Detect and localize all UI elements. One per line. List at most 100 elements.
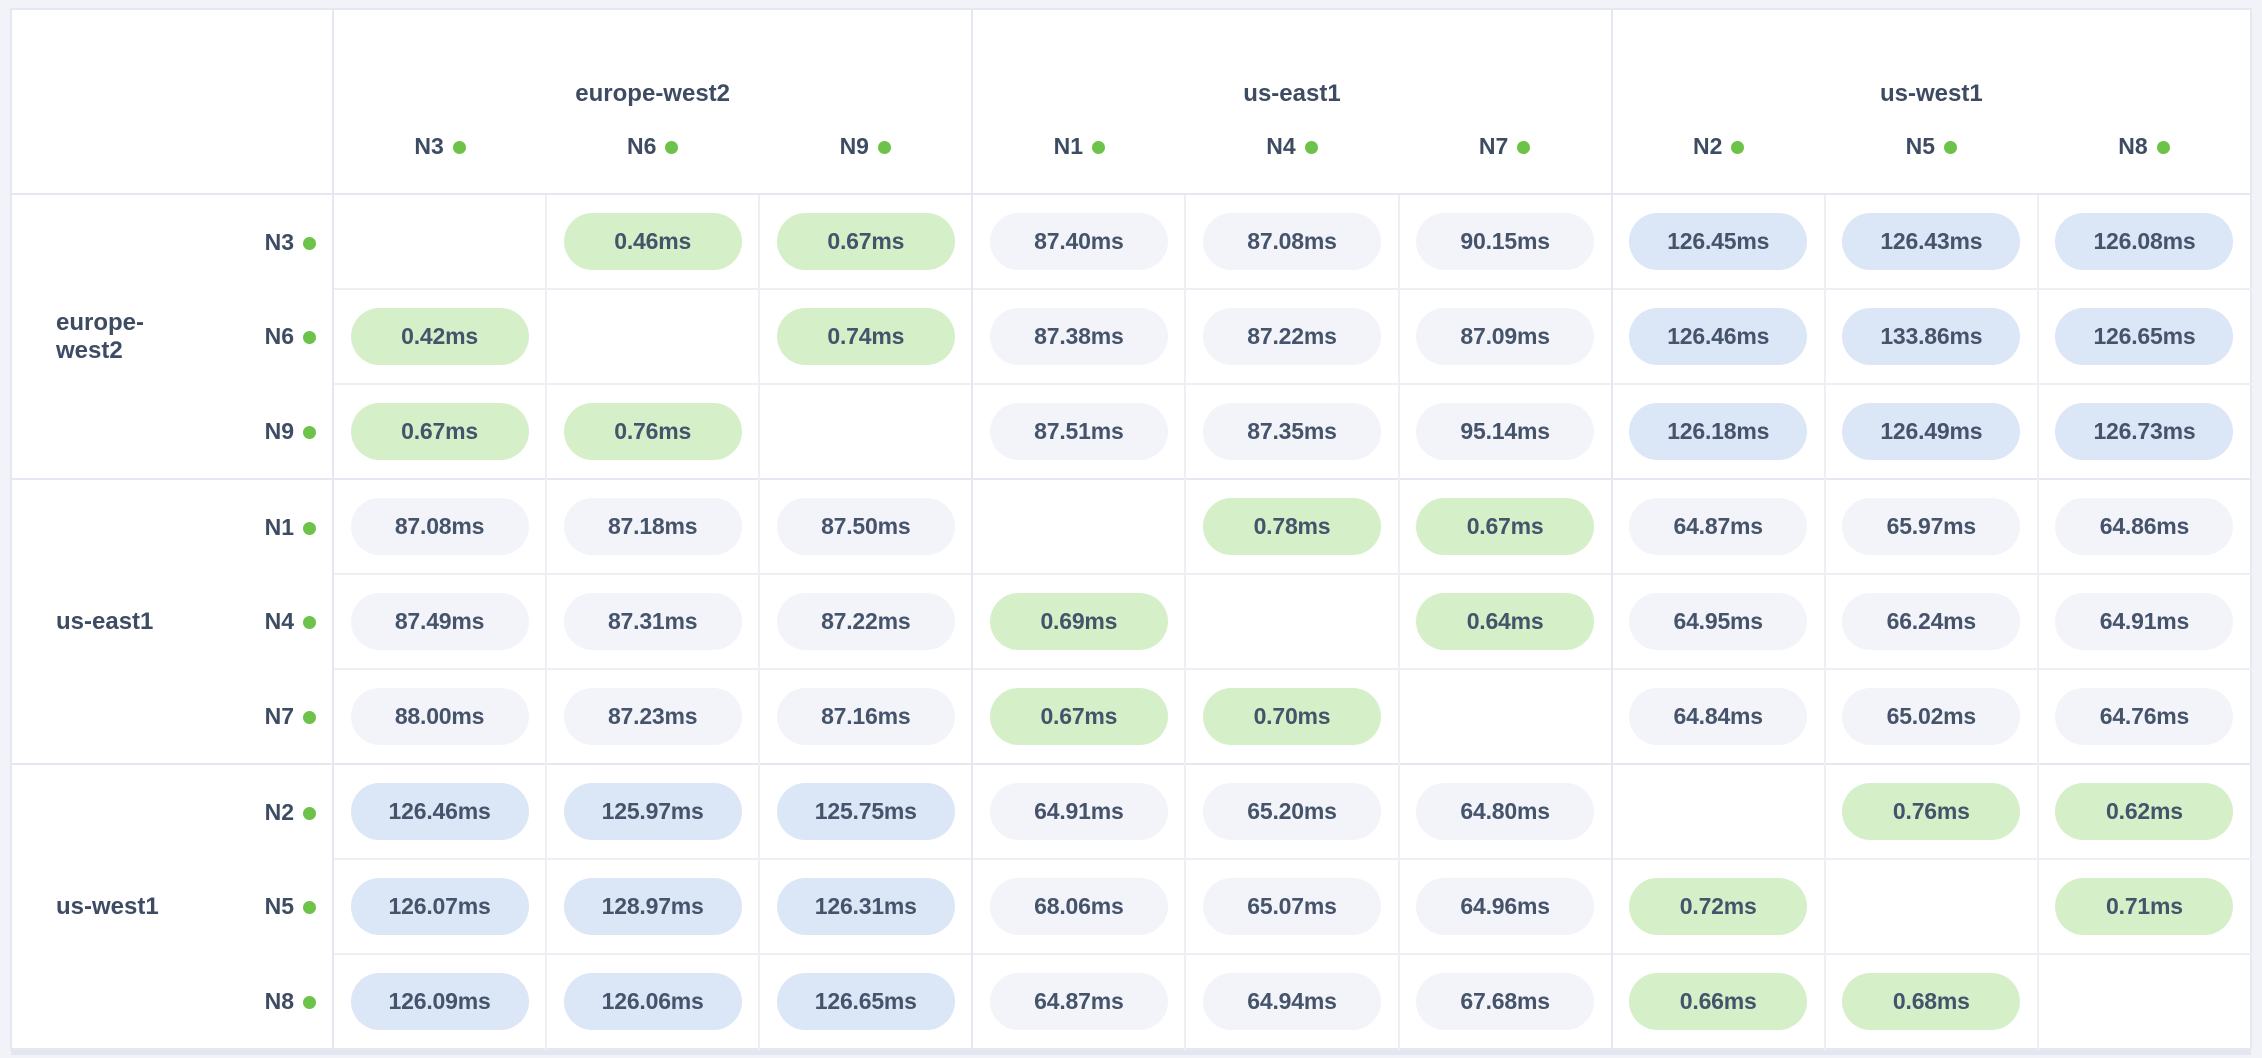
latency-value-pill[interactable]: 64.87ms	[1629, 498, 1808, 555]
latency-value-pill[interactable]: 133.86ms	[1842, 308, 2021, 365]
latency-value-pill[interactable]: 64.80ms	[1416, 783, 1595, 840]
latency-value-pill[interactable]: 64.76ms	[2055, 688, 2234, 745]
latency-cell[interactable]: 64.76ms	[2036, 668, 2251, 764]
latency-value-pill[interactable]: 126.08ms	[2055, 213, 2234, 270]
latency-cell[interactable]: 87.08ms	[1184, 194, 1399, 289]
latency-cell[interactable]: 0.42ms	[331, 288, 547, 384]
latency-value-pill[interactable]: 64.91ms	[989, 783, 1168, 840]
latency-cell[interactable]: 65.20ms	[1184, 763, 1399, 859]
latency-value-pill[interactable]: 0.76ms	[1842, 783, 2021, 840]
latency-value-pill[interactable]: 87.08ms	[350, 498, 529, 555]
latency-value-pill[interactable]: 87.51ms	[989, 403, 1168, 460]
latency-cell[interactable]: 87.31ms	[545, 573, 760, 669]
latency-cell[interactable]: 64.87ms	[1610, 478, 1825, 574]
latency-value-pill[interactable]: 126.65ms	[2055, 308, 2234, 365]
latency-value-pill[interactable]: 87.31ms	[563, 593, 742, 650]
latency-cell[interactable]: 126.06ms	[545, 953, 760, 1049]
latency-cell[interactable]: 68.06ms	[971, 858, 1186, 954]
latency-cell[interactable]: 64.94ms	[1184, 953, 1399, 1049]
latency-cell[interactable]: 64.95ms	[1610, 573, 1825, 669]
latency-value-pill[interactable]: 128.97ms	[563, 878, 742, 935]
latency-cell[interactable]: 126.31ms	[758, 858, 973, 954]
latency-value-pill[interactable]: 126.73ms	[2055, 403, 2234, 460]
latency-cell[interactable]: 126.46ms	[331, 763, 547, 859]
latency-cell[interactable]: 126.49ms	[1823, 383, 2038, 479]
latency-cell[interactable]: 126.18ms	[1610, 383, 1825, 479]
latency-value-pill[interactable]: 126.45ms	[1629, 213, 1808, 270]
latency-cell[interactable]: 0.76ms	[545, 383, 760, 479]
latency-cell[interactable]: 0.71ms	[2036, 858, 2251, 954]
latency-cell[interactable]: 64.84ms	[1610, 668, 1825, 764]
latency-value-pill[interactable]: 0.66ms	[1629, 973, 1808, 1030]
latency-value-pill[interactable]: 65.02ms	[1842, 688, 2021, 745]
latency-cell[interactable]: 126.07ms	[331, 858, 547, 954]
latency-cell[interactable]: 64.96ms	[1397, 858, 1612, 954]
latency-cell[interactable]: 65.07ms	[1184, 858, 1399, 954]
latency-value-pill[interactable]: 87.40ms	[989, 213, 1168, 270]
latency-cell[interactable]: 0.66ms	[1610, 953, 1825, 1049]
latency-value-pill[interactable]: 0.74ms	[776, 308, 955, 365]
latency-value-pill[interactable]: 65.20ms	[1202, 783, 1381, 840]
latency-value-pill[interactable]: 126.31ms	[776, 878, 955, 935]
latency-value-pill[interactable]: 126.46ms	[1629, 308, 1808, 365]
latency-value-pill[interactable]: 0.76ms	[563, 403, 742, 460]
latency-cell[interactable]: 128.97ms	[545, 858, 760, 954]
latency-value-pill[interactable]: 87.16ms	[776, 688, 955, 745]
latency-value-pill[interactable]: 87.23ms	[563, 688, 742, 745]
latency-value-pill[interactable]: 0.68ms	[1842, 973, 2021, 1030]
latency-value-pill[interactable]: 0.70ms	[1202, 688, 1381, 745]
latency-value-pill[interactable]: 65.97ms	[1842, 498, 2021, 555]
latency-cell[interactable]: 0.68ms	[1823, 953, 2038, 1049]
latency-cell[interactable]: 87.49ms	[331, 573, 547, 669]
latency-value-pill[interactable]: 126.43ms	[1842, 213, 2021, 270]
latency-value-pill[interactable]: 125.97ms	[563, 783, 742, 840]
latency-cell[interactable]: 0.78ms	[1184, 478, 1399, 574]
latency-cell[interactable]: 87.18ms	[545, 478, 760, 574]
latency-cell[interactable]: 0.76ms	[1823, 763, 2038, 859]
latency-value-pill[interactable]: 65.07ms	[1202, 878, 1381, 935]
latency-cell[interactable]: 87.08ms	[331, 478, 547, 574]
latency-cell[interactable]: 126.09ms	[331, 953, 547, 1049]
latency-cell[interactable]: 64.91ms	[2036, 573, 2251, 669]
latency-value-pill[interactable]: 126.06ms	[563, 973, 742, 1030]
latency-cell[interactable]: 125.97ms	[545, 763, 760, 859]
latency-cell[interactable]: 87.22ms	[758, 573, 973, 669]
latency-cell[interactable]: 0.67ms	[331, 383, 547, 479]
latency-cell[interactable]: 64.80ms	[1397, 763, 1612, 859]
latency-cell[interactable]: 90.15ms	[1397, 194, 1612, 289]
latency-value-pill[interactable]: 66.24ms	[1842, 593, 2021, 650]
latency-cell[interactable]: 0.70ms	[1184, 668, 1399, 764]
latency-value-pill[interactable]: 88.00ms	[350, 688, 529, 745]
latency-value-pill[interactable]: 125.75ms	[776, 783, 955, 840]
latency-cell[interactable]: 95.14ms	[1397, 383, 1612, 479]
latency-value-pill[interactable]: 126.18ms	[1629, 403, 1808, 460]
latency-cell[interactable]: 126.08ms	[2036, 194, 2251, 289]
latency-value-pill[interactable]: 87.50ms	[776, 498, 955, 555]
latency-cell[interactable]: 125.75ms	[758, 763, 973, 859]
latency-value-pill[interactable]: 64.91ms	[2055, 593, 2234, 650]
latency-value-pill[interactable]: 0.67ms	[1416, 498, 1595, 555]
latency-cell[interactable]: 0.69ms	[971, 573, 1186, 669]
latency-cell[interactable]: 87.38ms	[971, 288, 1186, 384]
latency-value-pill[interactable]: 68.06ms	[989, 878, 1168, 935]
latency-value-pill[interactable]: 87.09ms	[1416, 308, 1595, 365]
latency-cell[interactable]: 64.86ms	[2036, 478, 2251, 574]
latency-value-pill[interactable]: 126.09ms	[350, 973, 529, 1030]
latency-value-pill[interactable]: 64.96ms	[1416, 878, 1595, 935]
latency-cell[interactable]: 87.50ms	[758, 478, 973, 574]
latency-cell[interactable]: 0.74ms	[758, 288, 973, 384]
latency-value-pill[interactable]: 126.07ms	[350, 878, 529, 935]
latency-cell[interactable]: 126.65ms	[2036, 288, 2251, 384]
latency-value-pill[interactable]: 64.86ms	[2055, 498, 2234, 555]
latency-cell[interactable]: 0.67ms	[1397, 478, 1612, 574]
latency-value-pill[interactable]: 90.15ms	[1416, 213, 1595, 270]
latency-value-pill[interactable]: 0.71ms	[2055, 878, 2234, 935]
latency-cell[interactable]: 67.68ms	[1397, 953, 1612, 1049]
latency-value-pill[interactable]: 0.67ms	[776, 213, 955, 270]
latency-value-pill[interactable]: 64.95ms	[1629, 593, 1808, 650]
latency-cell[interactable]: 65.02ms	[1823, 668, 2038, 764]
latency-value-pill[interactable]: 87.22ms	[776, 593, 955, 650]
latency-value-pill[interactable]: 0.42ms	[350, 308, 529, 365]
latency-cell[interactable]: 0.46ms	[545, 194, 760, 289]
latency-cell[interactable]: 126.45ms	[1610, 194, 1825, 289]
